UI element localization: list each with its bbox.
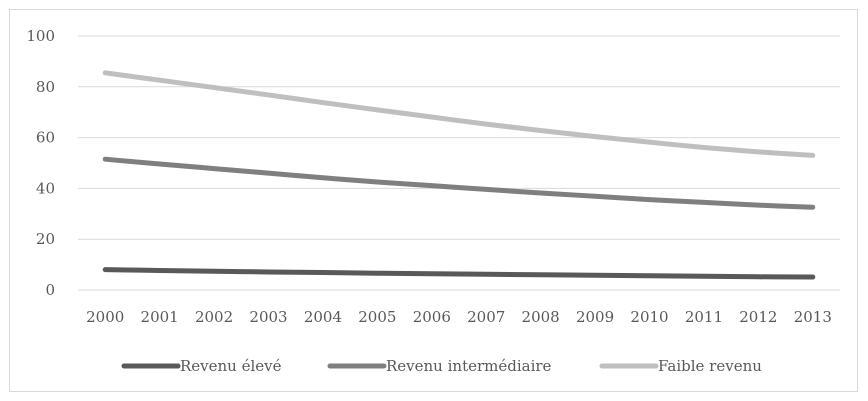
- x-tick-label: 2001: [141, 308, 179, 326]
- x-tick-label: 2013: [794, 308, 832, 326]
- y-tick-label: 100: [26, 27, 55, 45]
- legend-label-2: Faible revenu: [658, 357, 762, 375]
- gridlines: [78, 35, 840, 291]
- x-tick-label: 2007: [467, 308, 505, 326]
- x-axis-ticks: 2000 2001 2002 2003 2004 2005 2006 2007 2008 2009…: [86, 308, 832, 326]
- y-tick-label: 0: [45, 281, 55, 299]
- x-tick-label: 2000: [86, 308, 124, 326]
- chart-frame: [9, 9, 858, 392]
- x-tick-label: 2004: [304, 308, 342, 326]
- x-tick-label: 2002: [195, 308, 233, 326]
- series-line-0: [102, 267, 816, 280]
- series-lines: [102, 70, 816, 280]
- x-tick-label: 2011: [685, 308, 723, 326]
- series-line-1: [102, 156, 816, 210]
- x-tick-label: 2009: [576, 308, 614, 326]
- x-tick-label: 2010: [630, 308, 668, 326]
- y-tick-label: 40: [36, 179, 55, 197]
- x-tick-label: 2005: [358, 308, 396, 326]
- legend-label-1: Revenu intermédiaire: [386, 357, 552, 375]
- legend-label-0: Revenu élevé: [180, 357, 282, 375]
- x-tick-label: 2003: [249, 308, 287, 326]
- legend: Revenu élevé Revenu intermédiaire Faible r…: [121, 357, 762, 375]
- y-tick-label: 80: [36, 78, 55, 96]
- y-tick-label: 20: [36, 230, 55, 248]
- x-tick-label: 2012: [739, 308, 777, 326]
- x-tick-label: 2008: [522, 308, 560, 326]
- series-line-2: [102, 70, 816, 158]
- y-tick-label: 60: [36, 129, 55, 147]
- x-tick-label: 2006: [413, 308, 451, 326]
- y-axis-ticks: 0 20 40 60 80 100: [26, 27, 55, 299]
